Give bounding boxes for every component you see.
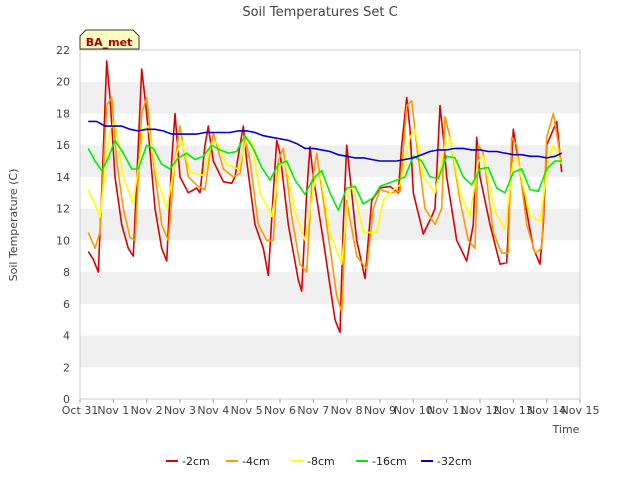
- legend-label: -32cm: [437, 455, 472, 468]
- x-tick-label: Nov 6: [264, 404, 296, 417]
- legend-label: -2cm: [182, 455, 210, 468]
- y-tick-label: 12: [56, 203, 70, 216]
- grid-band: [80, 303, 580, 336]
- y-tick-label: 8: [63, 266, 70, 279]
- legend-item: -32cm: [421, 455, 472, 468]
- site-label-text: BA_met: [86, 36, 133, 49]
- chart-title: Soil Temperatures Set C: [242, 5, 397, 20]
- series-line-32cm: [88, 120, 563, 162]
- x-tick-label: Nov 8: [331, 404, 363, 417]
- grid-band: [80, 335, 580, 368]
- x-axis-ticks: Oct 31 Nov 1 Nov 2 Nov 3 Nov 4 Nov 5 Nov 6 Nov …: [62, 399, 600, 417]
- legend-item: -4cm: [226, 455, 270, 468]
- legend-label: -16cm: [372, 455, 407, 468]
- y-tick-label: 6: [63, 298, 70, 311]
- x-tick-label: Nov 9: [364, 404, 396, 417]
- series-line-4cm: [87, 96, 563, 313]
- x-tick-label: Nov 4: [197, 404, 229, 417]
- y-tick-label: 22: [56, 44, 70, 57]
- plot-frame: [79, 49, 581, 400]
- y-tick-label: 14: [56, 171, 70, 184]
- grid-band: [80, 50, 580, 82]
- y-axis-ticks: 0 2 4 6 8 10 12 14 16 18 20 22: [56, 44, 70, 406]
- y-tick-label: 4: [63, 330, 70, 343]
- legend-item: -2cm: [166, 455, 210, 468]
- x-tick-label: Nov 1: [97, 404, 129, 417]
- legend-label: -8cm: [307, 455, 335, 468]
- x-tick-label: Nov 14: [527, 404, 566, 417]
- x-tick-label: Nov 11: [427, 404, 466, 417]
- x-tick-label: Nov 15: [561, 404, 600, 417]
- grid-band: [80, 367, 580, 399]
- x-tick-label: Nov 5: [231, 404, 263, 417]
- y-tick-label: 10: [56, 234, 70, 247]
- series-lines: [87, 60, 563, 334]
- grid-band: [80, 113, 580, 146]
- x-tick-label: Nov 10: [394, 404, 433, 417]
- x-axis-label: Time: [552, 423, 580, 436]
- y-axis-label: Soil Temperature (C): [7, 169, 20, 282]
- legend-item: -16cm: [356, 455, 407, 468]
- x-tick-label: Nov 12: [461, 404, 500, 417]
- y-tick-label: 0: [63, 393, 70, 406]
- y-tick-label: 20: [56, 76, 70, 89]
- x-tick-label: Nov 7: [297, 404, 329, 417]
- legend-item: -8cm: [291, 455, 335, 468]
- x-tick-label: Oct 31: [62, 404, 99, 417]
- site-label-badge: BA_met: [79, 29, 140, 50]
- x-tick-label: Nov 3: [164, 404, 196, 417]
- legend-label: -4cm: [242, 455, 270, 468]
- y-tick-label: 16: [56, 139, 70, 152]
- x-tick-label: Nov 2: [131, 404, 163, 417]
- series-line-16cm: [87, 134, 562, 211]
- y-tick-label: 2: [63, 361, 70, 374]
- grid-band: [80, 145, 580, 177]
- y-tick-label: 18: [56, 107, 70, 120]
- x-tick-label: Nov 13: [494, 404, 533, 417]
- series-line-8cm: [87, 120, 563, 265]
- grid-band: [80, 81, 580, 114]
- legend: -2cm -4cm -8cm -16cm -32cm: [166, 455, 472, 468]
